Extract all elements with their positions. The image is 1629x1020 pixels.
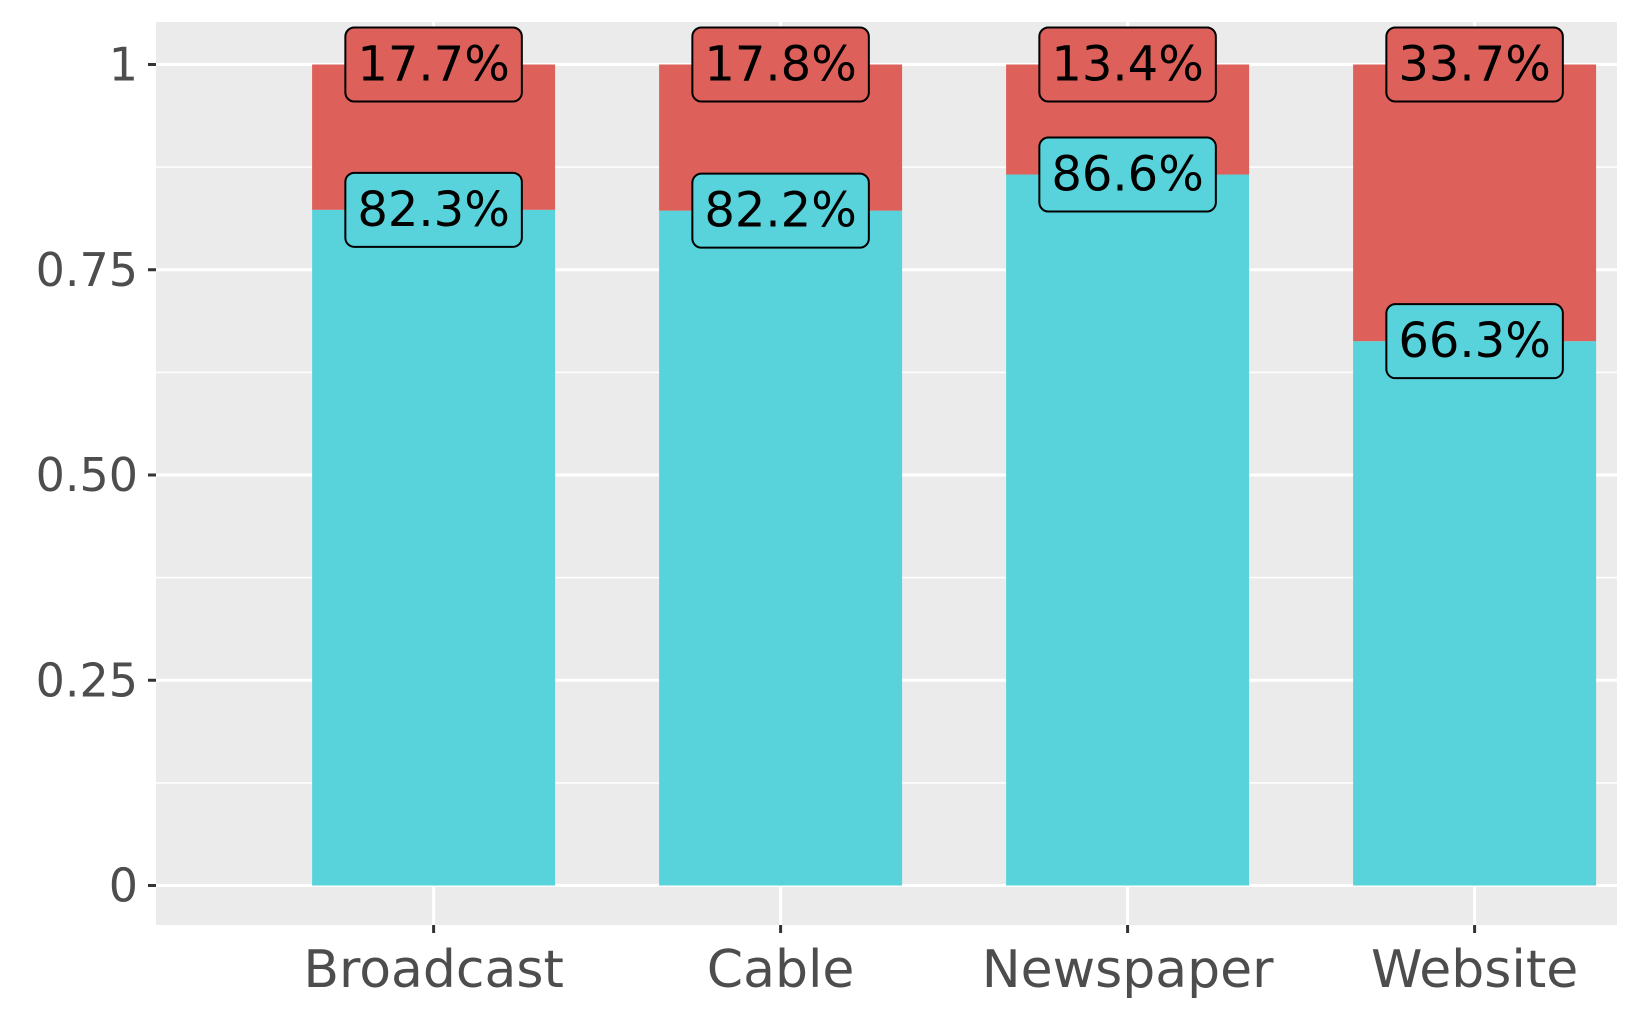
data-label-box xyxy=(691,172,870,249)
data-label-box xyxy=(344,171,523,248)
data-label-box xyxy=(1385,303,1564,380)
bar-segment-1-cable xyxy=(659,210,903,886)
x-axis: Broadcast Cable Newspaper Website xyxy=(303,925,1578,1000)
data-label-box xyxy=(691,26,870,103)
x-tick-label-broadcast: Broadcast xyxy=(303,940,564,1000)
data-labels: 82.3% 17.7% 82.2% 17.8% 86.6% 13.4% 66.3% 33.7% xyxy=(344,26,1564,380)
bar-segment-1-newspaper xyxy=(1006,174,1250,886)
bar-segment-2-website xyxy=(1353,64,1597,342)
data-label-text: 17.8% xyxy=(704,37,856,93)
data-label-1-broadcast: 82.3% xyxy=(344,171,523,248)
data-label-text: 17.7% xyxy=(357,37,509,93)
data-label-1-newspaper: 86.6% xyxy=(1038,136,1217,213)
data-label-text: 82.3% xyxy=(357,182,509,238)
y-tick-label: 0.25 xyxy=(36,653,138,707)
data-label-2-cable: 17.8% xyxy=(691,26,870,103)
data-label-2-broadcast: 17.7% xyxy=(344,26,523,103)
data-label-text: 13.4% xyxy=(1051,37,1203,93)
data-label-text: 66.3% xyxy=(1398,313,1550,369)
x-tick-label-website: Website xyxy=(1371,940,1578,1000)
data-label-2-newspaper: 13.4% xyxy=(1038,26,1217,103)
data-label-box xyxy=(344,26,523,103)
data-label-box xyxy=(1038,136,1217,213)
data-label-text: 82.2% xyxy=(704,183,856,239)
y-tick-label: 0 xyxy=(109,859,138,913)
y-axis: 0 0.25 0.50 0.75 1 xyxy=(36,38,156,913)
bars xyxy=(312,64,1597,886)
x-tick-label-cable: Cable xyxy=(707,940,855,1000)
data-label-text: 86.6% xyxy=(1051,147,1203,203)
bar-segment-1-broadcast xyxy=(312,209,556,886)
data-label-2-website: 33.7% xyxy=(1385,26,1564,103)
data-label-1-website: 66.3% xyxy=(1385,303,1564,380)
y-tick-label: 0.75 xyxy=(36,243,138,297)
data-label-text: 33.7% xyxy=(1398,37,1550,93)
data-label-box xyxy=(1385,26,1564,103)
y-tick-label: 1 xyxy=(109,38,138,92)
x-tick-label-newspaper: Newspaper xyxy=(982,940,1274,1000)
data-label-box xyxy=(1038,26,1217,103)
bar-segment-1-website xyxy=(1353,341,1597,886)
y-tick-label: 0.50 xyxy=(36,448,138,502)
data-label-1-cable: 82.2% xyxy=(691,172,870,249)
